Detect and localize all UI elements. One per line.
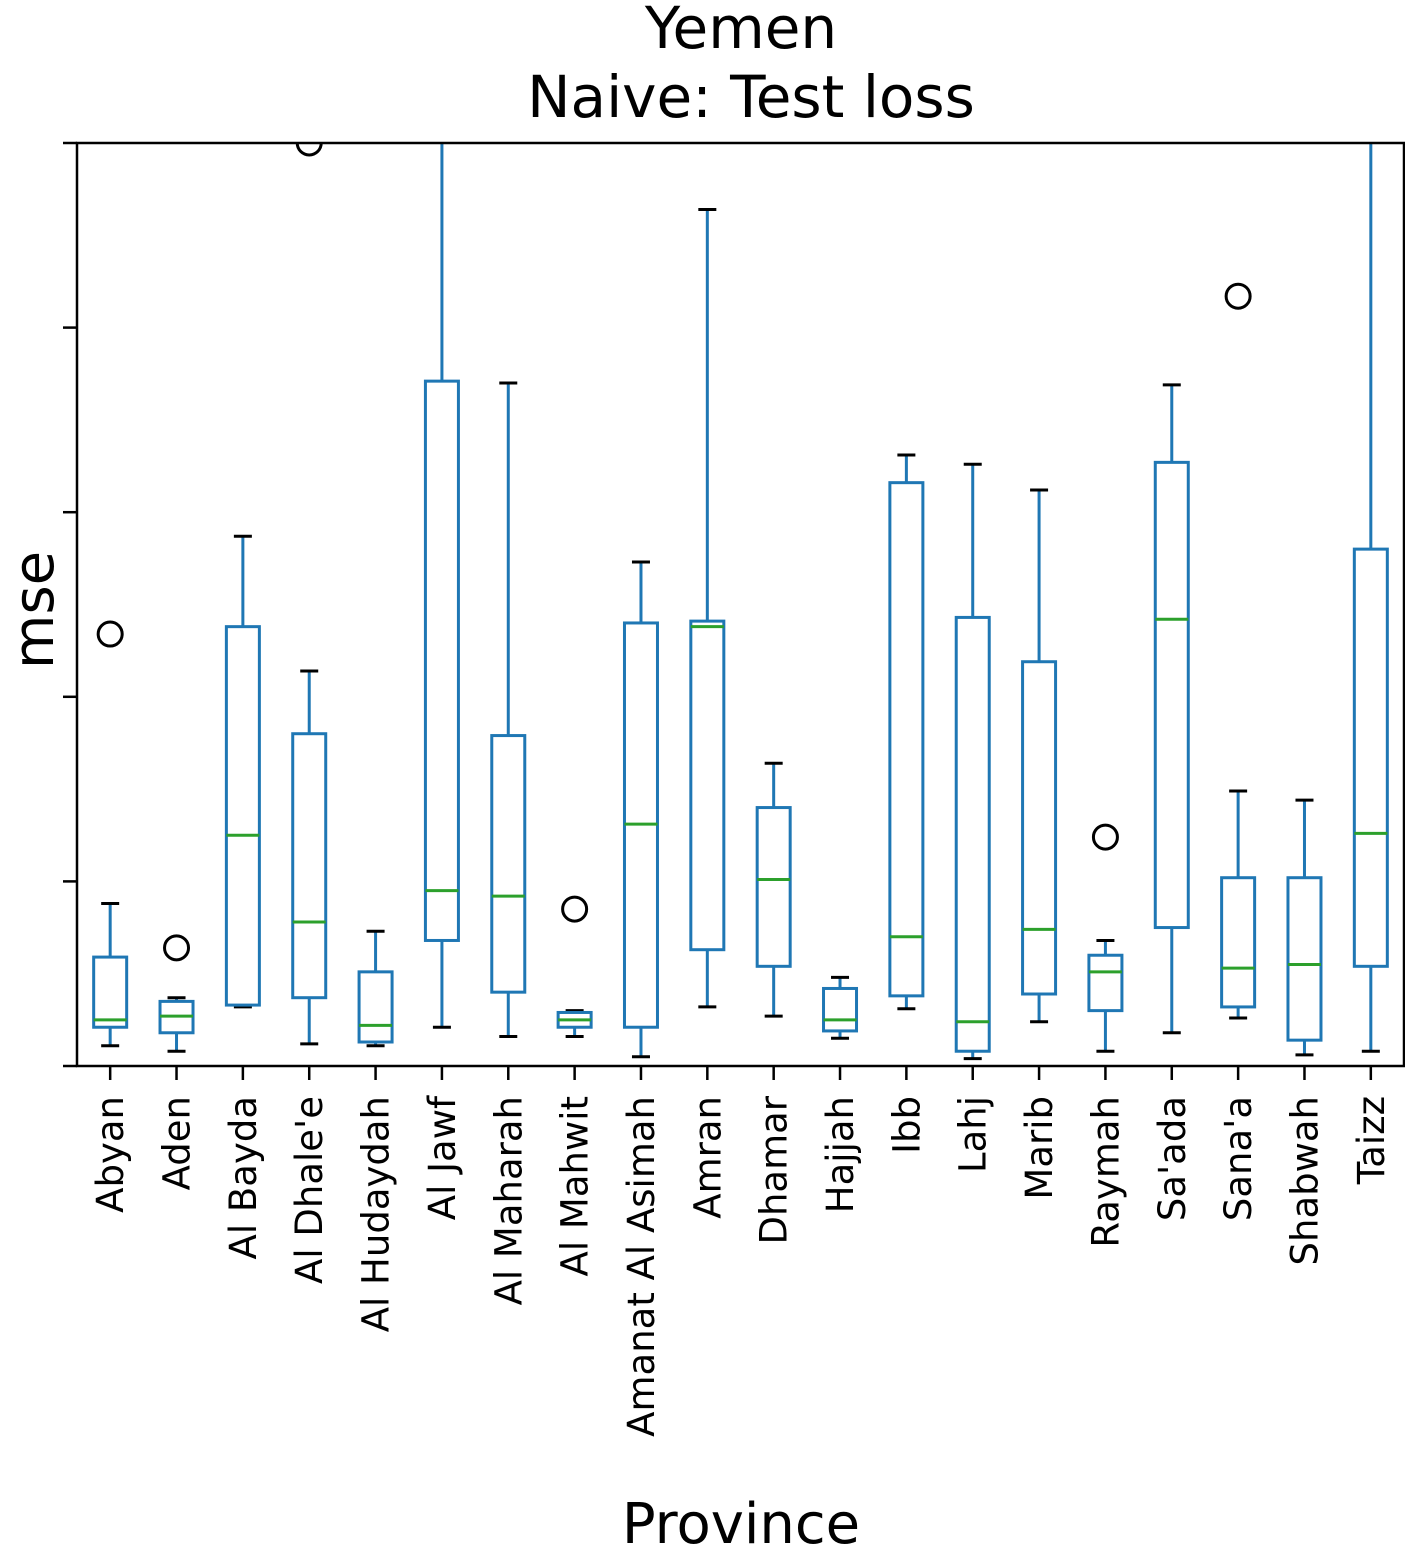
box-rect (1087, 953, 1124, 1013)
box-rect (92, 955, 129, 1029)
box-0 (92, 620, 129, 1048)
box-10 (755, 761, 792, 1018)
box-rect (1220, 876, 1257, 1009)
x-tick-label: Amran (686, 1096, 729, 1219)
box-13 (954, 462, 991, 1061)
x-tick-label: Marib (1018, 1096, 1061, 1200)
x-tick-label: Shabwah (1283, 1096, 1326, 1265)
x-tick-label: Al Jawf (421, 1095, 464, 1220)
outlier-point (561, 895, 589, 923)
box-17 (1220, 282, 1257, 1020)
x-tick-label: Raymah (1084, 1096, 1127, 1248)
box-15 (1087, 823, 1124, 1053)
box-rect (822, 986, 859, 1033)
box-rect (423, 379, 460, 942)
box-3 (291, 143, 328, 1046)
outlier-point (96, 620, 124, 648)
box-rect (888, 481, 925, 998)
x-tick-label: Aden (156, 1096, 199, 1190)
box-rect (291, 732, 328, 1000)
box-5 (423, 143, 460, 1029)
box-7 (556, 895, 593, 1038)
plot-area: Abyan Aden Al Bayda Al Dhale'e Al Hudaydah Al… (63, 141, 1405, 1437)
x-axis-label: Province (622, 1492, 860, 1556)
plot-frame (75, 141, 1405, 1068)
x-tick-label: Sana'a (1217, 1096, 1260, 1221)
box-19 (1352, 143, 1389, 1053)
box-2 (224, 534, 261, 1009)
x-tick-label: Dhamar (753, 1095, 796, 1244)
box-rect (954, 615, 991, 1053)
outlier-point (1224, 282, 1252, 310)
box-rect (689, 619, 726, 952)
boxes-group (92, 143, 1389, 1061)
box-1 (158, 934, 195, 1053)
x-tick-label: Al Mahwit (554, 1096, 597, 1276)
box-9 (689, 207, 726, 1009)
box-16 (1153, 383, 1190, 1035)
box-rect (755, 806, 792, 968)
chart-subtitle: Naive: Test loss (527, 63, 975, 131)
box-rect (1021, 660, 1058, 996)
x-tick-label: Amanat Al Asimah (620, 1096, 663, 1437)
box-14 (1021, 488, 1058, 1024)
x-tick-label: Sa'ada (1151, 1096, 1194, 1221)
y-axis-label: mse (2, 551, 67, 669)
outlier-point (295, 143, 323, 157)
chart-title: Yemen (644, 0, 837, 62)
box-rect (490, 734, 527, 994)
box-18 (1286, 798, 1323, 1057)
box-4 (357, 929, 394, 1048)
x-tick-label: Hajjah (819, 1096, 862, 1213)
box-rect (1153, 460, 1190, 930)
box-11 (822, 975, 859, 1040)
box-12 (888, 453, 925, 1011)
x-tick-label: Taizz (1350, 1096, 1393, 1185)
x-tick-label: Abyan (89, 1096, 132, 1213)
outlier-point (163, 934, 191, 962)
x-tick-label: Al Dhale'e (288, 1096, 331, 1284)
x-tick-label: Lahj (952, 1096, 995, 1173)
x-tick-label: Al Maharah (487, 1096, 530, 1305)
box-rect (224, 625, 261, 1007)
x-tick-label: Ibb (885, 1096, 928, 1154)
box-rect (1286, 876, 1323, 1042)
x-tick-label: Al Bayda (222, 1096, 265, 1259)
box-8 (622, 560, 659, 1059)
box-rect (1352, 547, 1389, 968)
box-rect (357, 970, 394, 1044)
x-tick-label: Al Hudaydah (355, 1096, 398, 1332)
box-6 (490, 381, 527, 1038)
outlier-point (1091, 823, 1119, 851)
